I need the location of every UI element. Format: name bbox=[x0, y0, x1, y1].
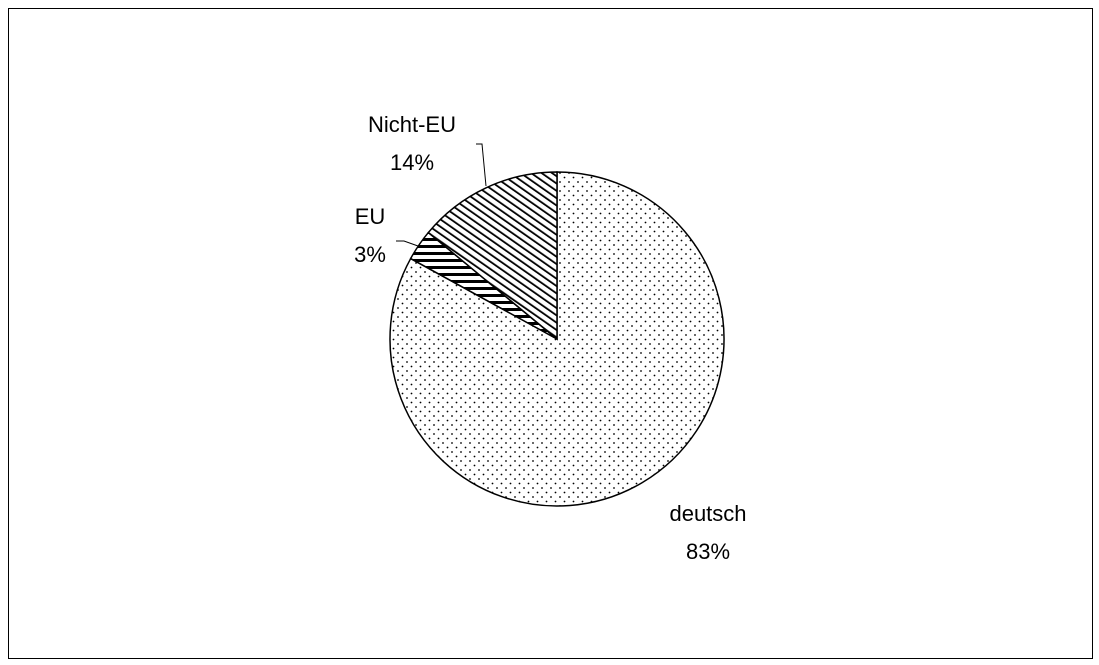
slice-label-eu-value: 3% bbox=[354, 242, 386, 267]
slice-label-deutsch-name: deutsch bbox=[669, 501, 746, 526]
slice-labels: deutsch 83% EU 3% Nicht-EU 14% bbox=[354, 112, 746, 564]
slice-label-nicht-eu-name: Nicht-EU bbox=[368, 112, 456, 137]
leader-line-nicht-eu bbox=[476, 143, 487, 187]
slice-label-eu-name: EU bbox=[355, 204, 386, 229]
slice-label-nicht-eu-value: 14% bbox=[390, 150, 434, 175]
leader-line-eu bbox=[396, 240, 419, 247]
pie-slices bbox=[389, 171, 725, 507]
leader-lines bbox=[396, 143, 487, 247]
slice-label-deutsch-value: 83% bbox=[686, 539, 730, 564]
pie-slice-nicht-eu bbox=[427, 171, 558, 341]
